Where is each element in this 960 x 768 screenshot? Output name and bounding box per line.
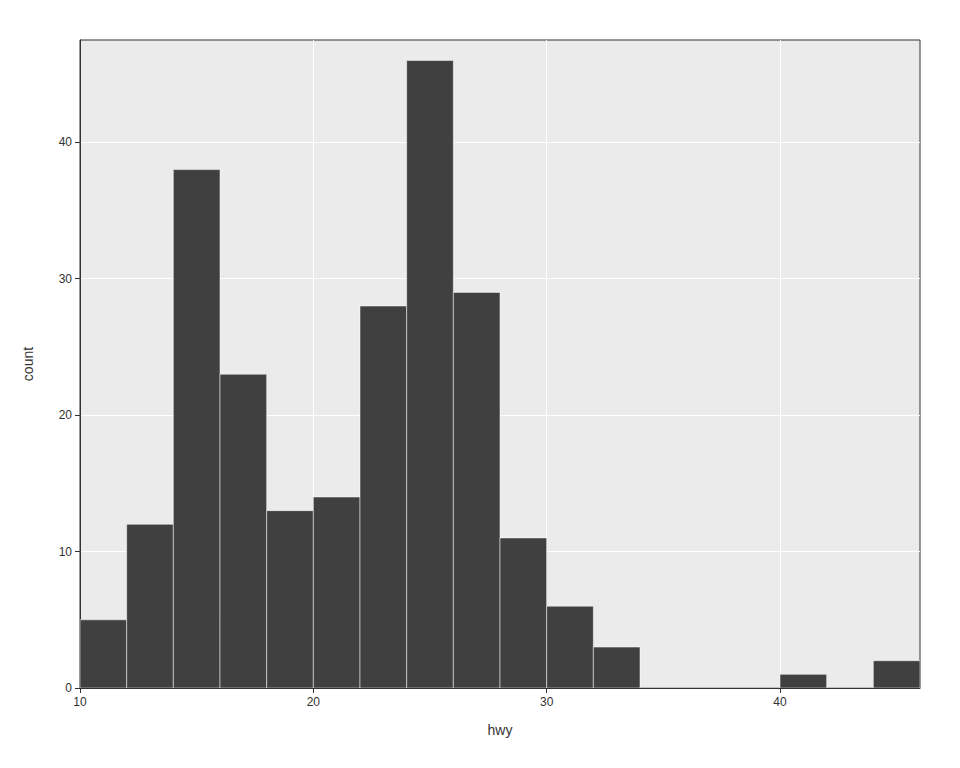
svg-text:30: 30 bbox=[59, 272, 73, 286]
svg-text:0: 0 bbox=[65, 681, 72, 695]
svg-text:10: 10 bbox=[73, 695, 87, 709]
svg-text:40: 40 bbox=[773, 695, 787, 709]
svg-text:count: count bbox=[20, 347, 36, 381]
svg-text:20: 20 bbox=[59, 408, 73, 422]
svg-text:30: 30 bbox=[540, 695, 554, 709]
svg-text:hwy: hwy bbox=[488, 722, 513, 738]
svg-text:20: 20 bbox=[307, 695, 321, 709]
svg-text:40: 40 bbox=[59, 135, 73, 149]
svg-text:10: 10 bbox=[59, 545, 73, 559]
